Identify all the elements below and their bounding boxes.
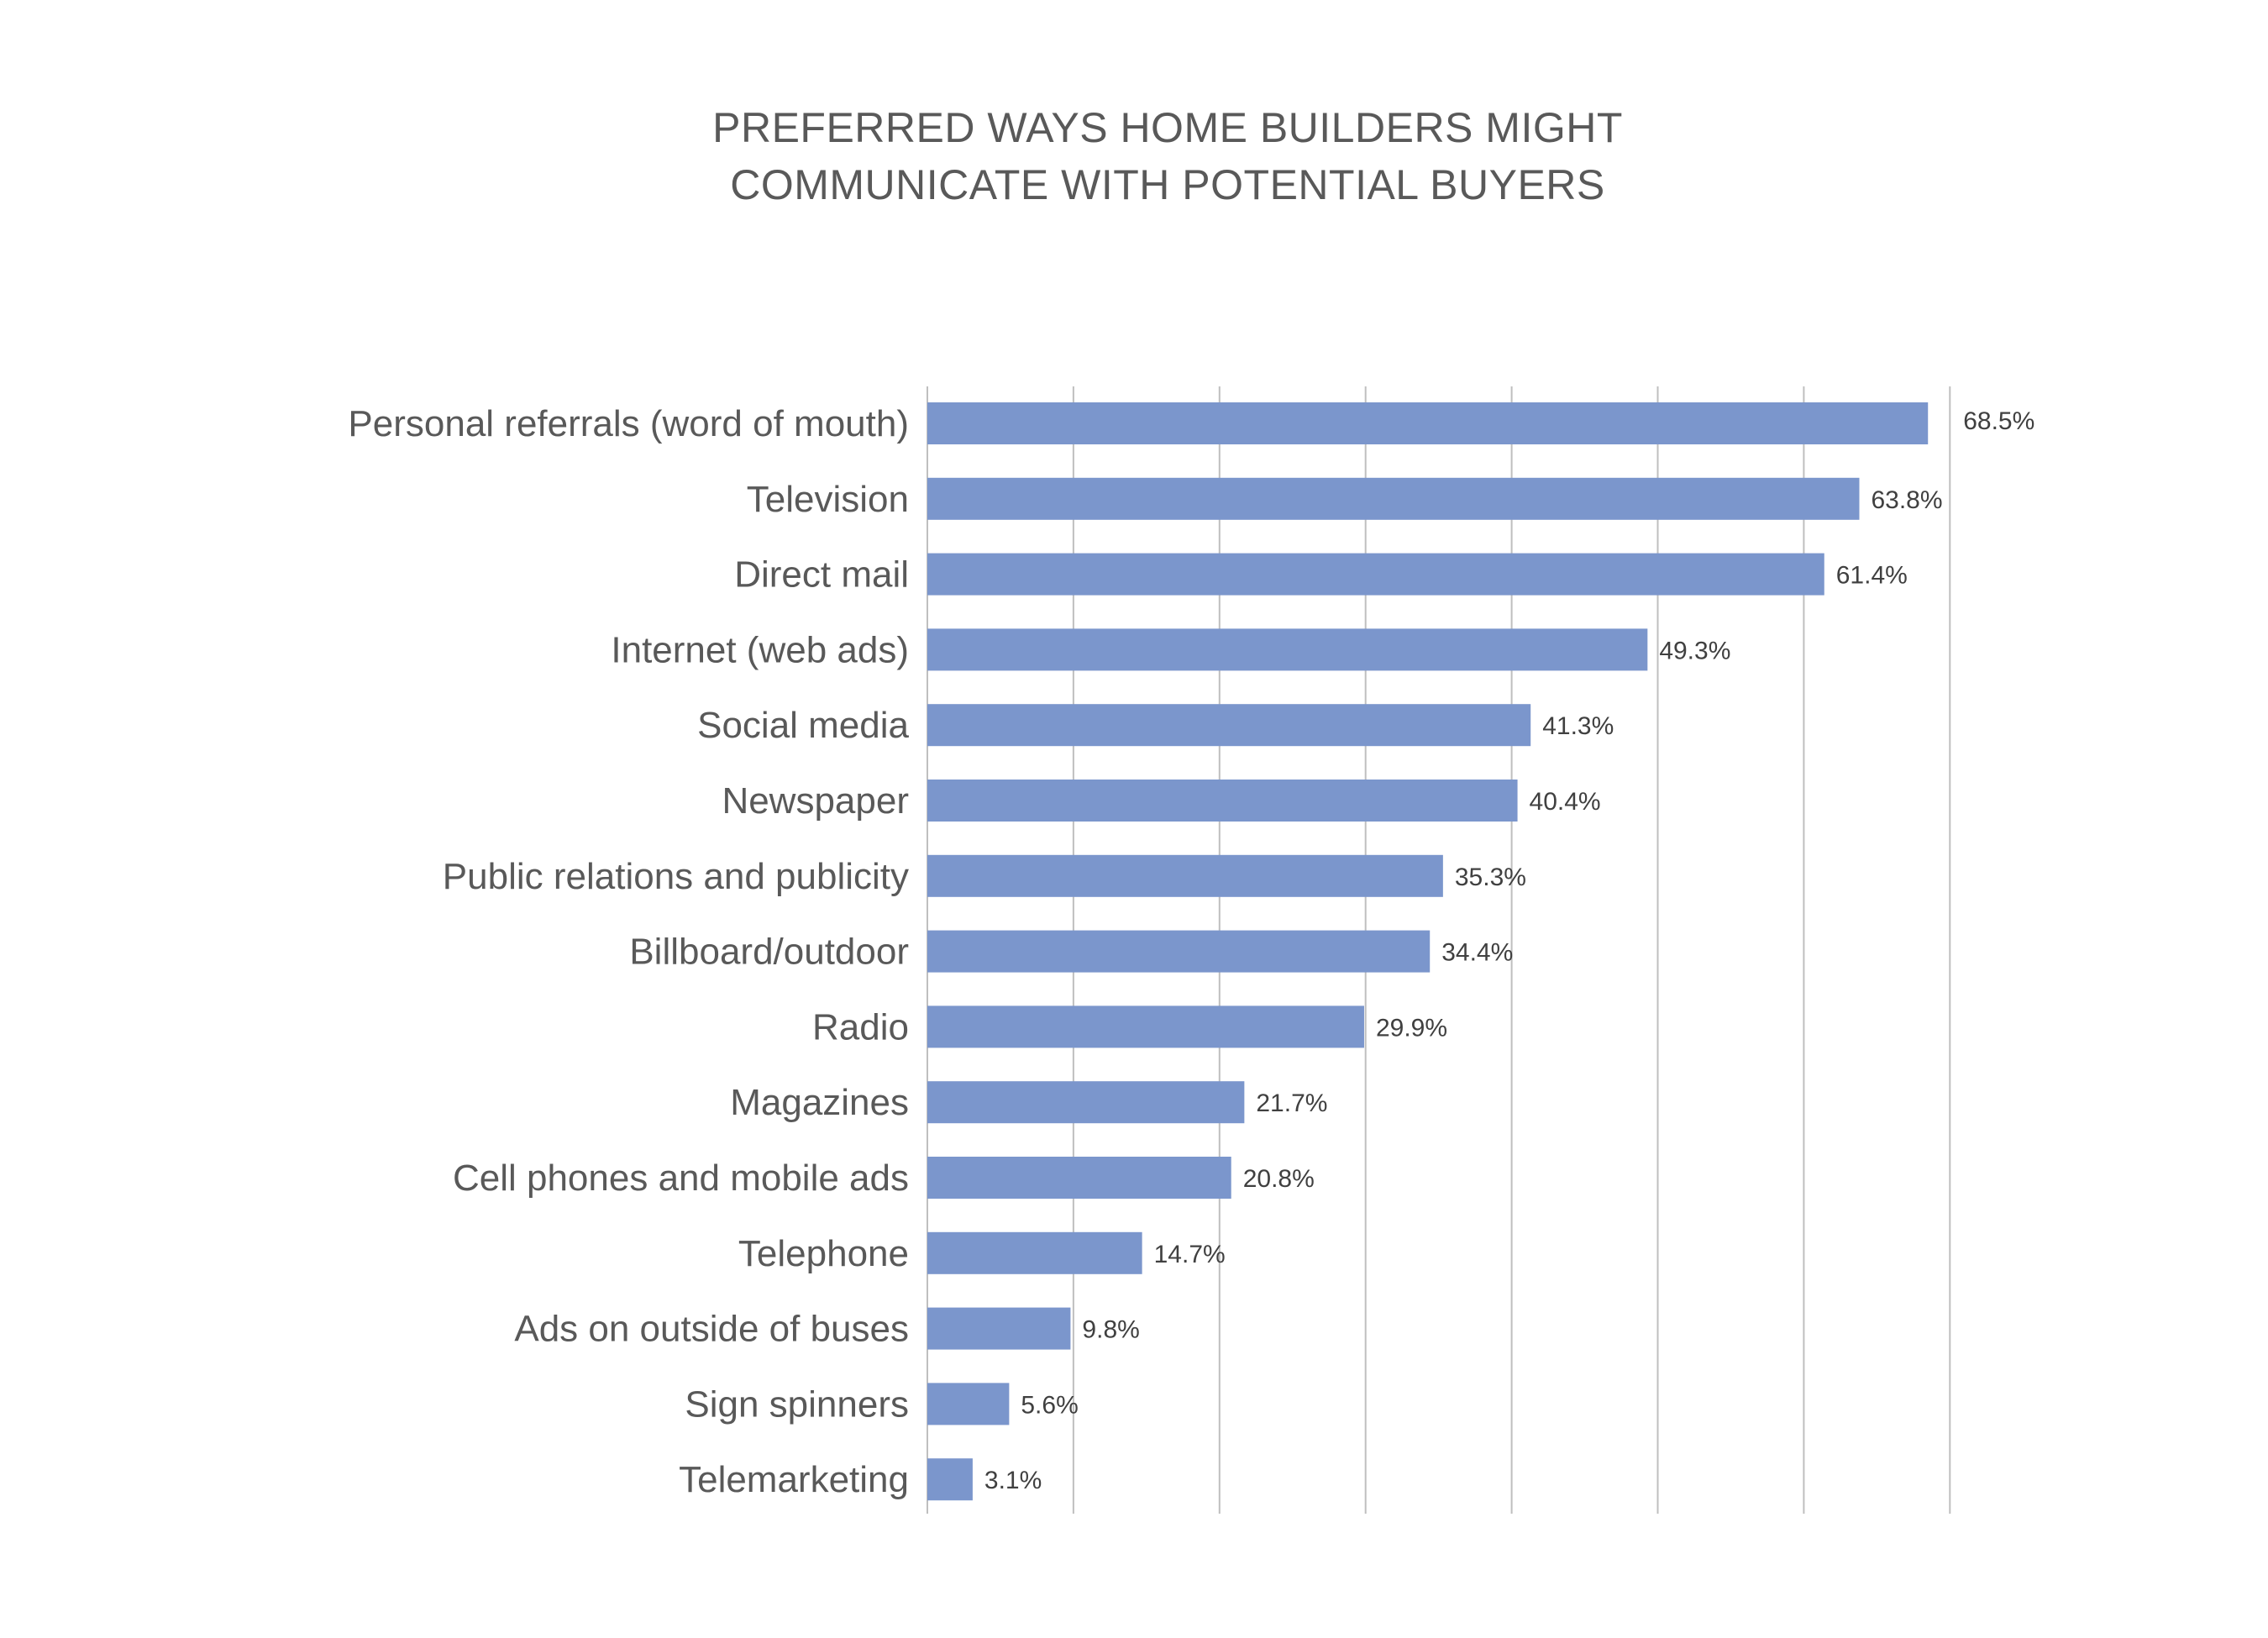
bar (927, 1005, 1364, 1048)
bar (927, 477, 1860, 520)
bar (927, 1307, 1071, 1350)
value-label: 35.3% (1455, 864, 1526, 891)
category-label: Newspaper (722, 780, 909, 822)
value-label: 61.4% (1836, 562, 1908, 590)
bars (927, 402, 1929, 1501)
value-label: 20.8% (1243, 1165, 1315, 1193)
value-labels: 68.5% 63.8% 61.4% 49.3% 41.3% 40.4% 35.3% 34.4%… (984, 407, 2034, 1494)
value-label: 68.5% (1963, 407, 2034, 435)
category-label: Radio (812, 1006, 909, 1047)
bar (927, 1458, 973, 1501)
bar (927, 704, 1531, 747)
value-label: 14.7% (1154, 1241, 1226, 1268)
bar (927, 1231, 1142, 1274)
value-label: 41.3% (1542, 712, 1614, 740)
bar (927, 854, 1443, 897)
bar (927, 628, 1648, 671)
category-labels: Personal referrals (word of mouth) Televi… (348, 403, 909, 1500)
value-label: 3.1% (984, 1467, 1042, 1494)
value-label: 29.9% (1376, 1014, 1447, 1042)
chart-title-line-1: PREFERRED WAYS HOME BUILDERS MIGHT (712, 104, 1623, 151)
chart-title-line-2: COMMUNICATE WITH POTENTIAL BUYERS (730, 161, 1605, 208)
chart-title: PREFERRED WAYS HOME BUILDERS MIGHT COMMU… (0, 99, 2268, 213)
category-label: Public relations and publicity (443, 856, 909, 897)
bar (927, 1383, 1010, 1425)
value-label: 21.7% (1256, 1089, 1327, 1117)
value-label: 9.8% (1082, 1316, 1139, 1344)
bar (927, 1157, 1231, 1199)
category-label: Sign spinners (685, 1383, 909, 1425)
bar (927, 402, 1929, 444)
value-label: 34.4% (1441, 939, 1513, 967)
category-label: Billboard/outdoor (629, 932, 909, 973)
category-label: Television (747, 479, 909, 520)
category-label: Telephone (738, 1233, 909, 1274)
value-label: 49.3% (1659, 637, 1730, 664)
bar (927, 1081, 1245, 1124)
bar (927, 553, 1824, 596)
value-label: 5.6% (1021, 1391, 1078, 1419)
bar (927, 780, 1518, 822)
category-label: Internet (web ads) (611, 629, 909, 670)
category-label: Magazines (730, 1082, 909, 1123)
category-label: Cell phones and mobile ads (453, 1158, 909, 1199)
category-label: Telemarketing (679, 1459, 909, 1500)
value-label: 40.4% (1530, 788, 1601, 816)
category-label: Ads on outside of buses (514, 1309, 909, 1350)
category-label: Direct mail (734, 554, 909, 596)
category-label: Social media (697, 705, 909, 746)
category-label: Personal referrals (word of mouth) (348, 403, 909, 444)
bar (927, 930, 1431, 973)
value-label: 63.8% (1871, 486, 1942, 514)
